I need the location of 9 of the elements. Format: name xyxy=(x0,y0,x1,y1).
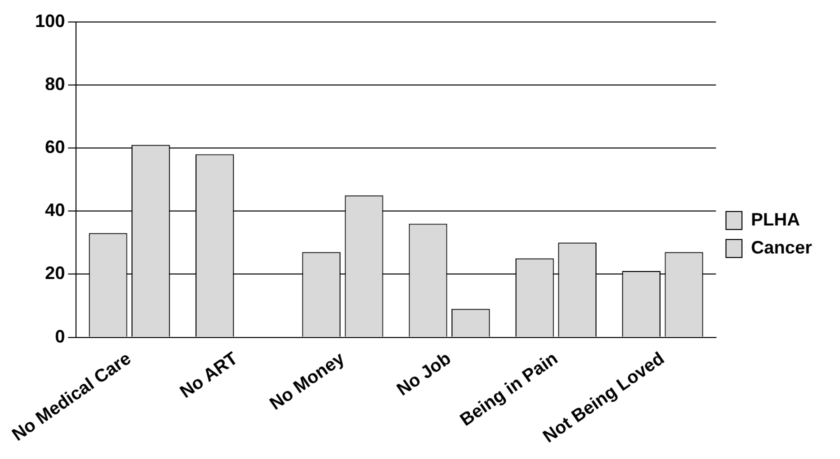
legend-label: Cancer xyxy=(750,237,812,258)
y-tick-label: 100 xyxy=(35,10,66,31)
x-tick-label: No Job xyxy=(393,348,454,400)
y-tick-label: 20 xyxy=(45,263,66,284)
y-tick-label: 60 xyxy=(45,136,66,157)
legend-label: PLHA xyxy=(750,209,800,230)
y-tick-label: 0 xyxy=(55,326,66,346)
y-tick-label: 80 xyxy=(45,74,66,94)
y-tick-label: 40 xyxy=(45,200,66,220)
